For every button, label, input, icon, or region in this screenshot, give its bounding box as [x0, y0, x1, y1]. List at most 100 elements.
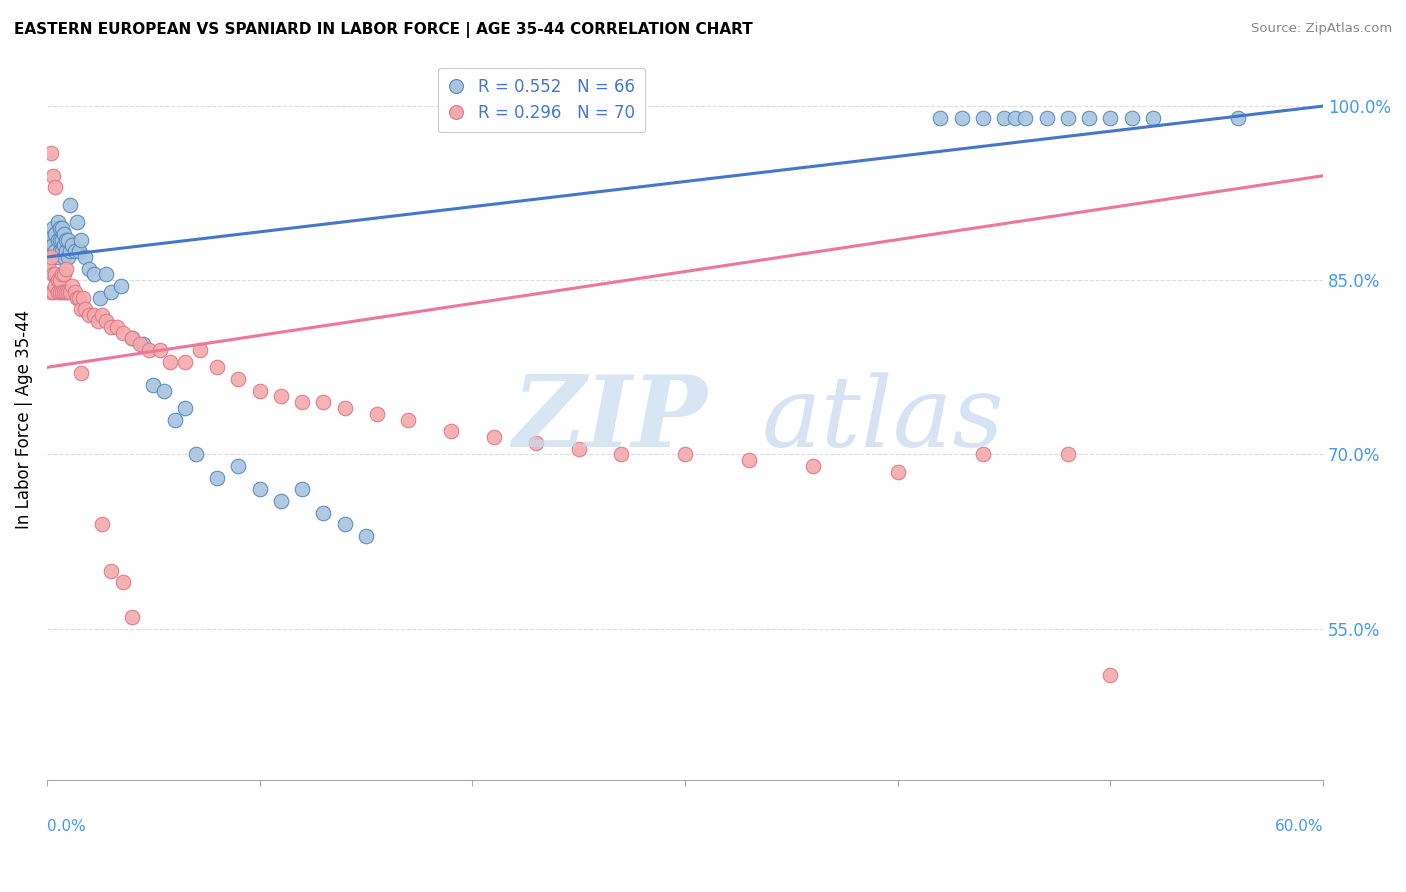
Point — [83, 308, 105, 322]
Point — [205, 471, 228, 485]
Point — [62, 238, 84, 252]
Point — [39, 250, 62, 264]
Point — [55, 233, 77, 247]
Point — [66, 291, 89, 305]
Point — [63, 244, 86, 259]
Point — [56, 285, 79, 299]
Point — [105, 319, 128, 334]
Point — [46, 285, 69, 299]
Point — [72, 291, 94, 305]
Point — [55, 261, 77, 276]
Point — [110, 279, 132, 293]
Point — [129, 337, 152, 351]
Point — [1004, 111, 1026, 125]
Point — [1078, 111, 1101, 125]
Point — [42, 268, 65, 282]
Point — [270, 494, 292, 508]
Point — [56, 250, 79, 264]
Point — [89, 291, 111, 305]
Point — [66, 215, 89, 229]
Point — [59, 285, 82, 299]
Point — [312, 506, 335, 520]
Point — [46, 273, 69, 287]
Point — [524, 435, 547, 450]
Text: 0.0%: 0.0% — [46, 819, 86, 834]
Point — [91, 517, 114, 532]
Point — [42, 250, 65, 264]
Point — [46, 215, 69, 229]
Point — [159, 354, 181, 368]
Point — [673, 447, 696, 461]
Point — [70, 302, 93, 317]
Point — [56, 233, 79, 247]
Point — [249, 483, 271, 497]
Point — [42, 285, 65, 299]
Point — [48, 233, 70, 247]
Point — [149, 343, 172, 357]
Y-axis label: In Labor Force | Age 35-44: In Labor Force | Age 35-44 — [15, 310, 32, 529]
Point — [91, 308, 114, 322]
Legend: R = 0.552   N = 66, R = 0.296   N = 70: R = 0.552 N = 66, R = 0.296 N = 70 — [439, 68, 645, 132]
Point — [1035, 111, 1057, 125]
Point — [1057, 447, 1080, 461]
Point — [174, 401, 197, 415]
Point — [52, 238, 75, 252]
Point — [972, 447, 994, 461]
Point — [1142, 111, 1164, 125]
Point — [42, 238, 65, 252]
Point — [70, 366, 93, 380]
Point — [228, 372, 250, 386]
Point — [62, 279, 84, 293]
Text: EASTERN EUROPEAN VS SPANIARD IN LABOR FORCE | AGE 35-44 CORRELATION CHART: EASTERN EUROPEAN VS SPANIARD IN LABOR FO… — [14, 22, 752, 38]
Point — [96, 314, 118, 328]
Point — [354, 529, 377, 543]
Point — [972, 111, 994, 125]
Point — [1014, 111, 1036, 125]
Point — [70, 233, 93, 247]
Point — [51, 221, 73, 235]
Point — [1099, 111, 1122, 125]
Point — [44, 279, 66, 293]
Point — [51, 285, 73, 299]
Point — [67, 291, 90, 305]
Point — [39, 244, 62, 259]
Point — [44, 268, 66, 282]
Point — [291, 395, 314, 409]
Point — [121, 331, 143, 345]
Point — [100, 285, 122, 299]
Point — [163, 412, 186, 426]
Point — [48, 285, 70, 299]
Point — [39, 285, 62, 299]
Point — [63, 285, 86, 299]
Point — [333, 401, 356, 415]
Point — [42, 221, 65, 235]
Point — [993, 111, 1015, 125]
Point — [55, 285, 77, 299]
Point — [55, 244, 77, 259]
Point — [52, 250, 75, 264]
Point — [52, 285, 75, 299]
Point — [44, 244, 66, 259]
Point — [75, 302, 97, 317]
Point — [46, 250, 69, 264]
Point — [138, 343, 160, 357]
Point — [950, 111, 973, 125]
Point — [291, 483, 314, 497]
Point — [205, 360, 228, 375]
Point — [112, 575, 135, 590]
Point — [38, 261, 60, 276]
Point — [112, 326, 135, 340]
Point — [801, 458, 824, 473]
Point — [249, 384, 271, 398]
Point — [398, 412, 420, 426]
Point — [131, 337, 153, 351]
Point — [48, 273, 70, 287]
Point — [39, 145, 62, 160]
Point — [440, 424, 463, 438]
Point — [96, 268, 118, 282]
Text: ZIP: ZIP — [513, 371, 707, 468]
Point — [44, 180, 66, 194]
Point — [333, 517, 356, 532]
Point — [1057, 111, 1080, 125]
Point — [59, 244, 82, 259]
